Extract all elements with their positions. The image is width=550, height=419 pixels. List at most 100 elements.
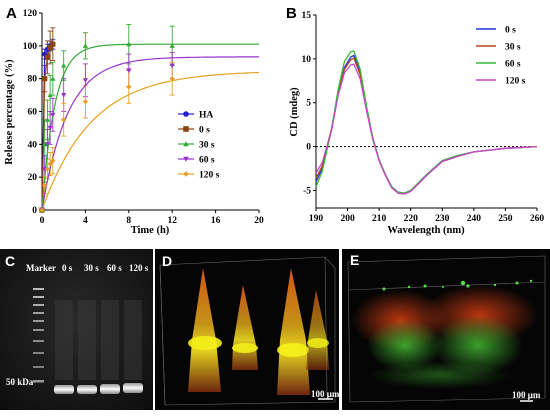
- series-line: [315, 57, 538, 195]
- x-tick-label: 4: [83, 216, 88, 226]
- data-point: [82, 78, 88, 83]
- sample-lanes: [54, 300, 143, 394]
- scale-bar-label: 100 μm: [512, 390, 541, 400]
- gel-image: C Marker 0 s 30 s 60 s 120 s 5: [0, 249, 153, 410]
- data-point: [47, 92, 53, 98]
- lane-label: 120 s: [129, 263, 149, 273]
- x-tick-label: 190: [309, 214, 324, 224]
- data-point: [183, 171, 189, 177]
- microneedle: [306, 290, 329, 370]
- kda-label: 50 kDa: [6, 377, 34, 387]
- legend-label: HA: [199, 111, 213, 121]
- x-tick-label: 210: [372, 214, 387, 224]
- panel-d-label: D: [162, 253, 172, 269]
- microneedle-3d-image: D 100 μm: [155, 249, 340, 410]
- data-point: [50, 158, 56, 164]
- marker-label: Marker: [26, 263, 56, 273]
- data-point: [44, 166, 51, 172]
- scale-bar-label: 100 μm: [311, 389, 340, 399]
- x-tick-label: 250: [498, 214, 513, 224]
- data-point: [169, 43, 175, 48]
- data-point: [169, 76, 175, 82]
- series-line: [315, 63, 538, 195]
- y-axis-title: Release percentage (%): [4, 59, 15, 165]
- data-point: [50, 41, 56, 47]
- lane-label: 0 s: [62, 263, 73, 273]
- x-tick-label: 8: [126, 216, 131, 226]
- data-point: [61, 62, 67, 68]
- data-point: [82, 99, 88, 105]
- y-tick-label: 20: [28, 173, 38, 183]
- data-point: [82, 43, 88, 48]
- data-point: [50, 112, 56, 118]
- protein-band: [123, 383, 143, 393]
- y-tick-label: 5: [306, 99, 311, 109]
- bounding-box: [159, 256, 336, 406]
- data-point: [42, 182, 48, 188]
- data-point: [183, 156, 189, 162]
- microneedle: [232, 285, 258, 370]
- x-axis-title: Wavelength (nm): [387, 225, 465, 236]
- y-tick-label: 40: [28, 140, 38, 150]
- data-point: [183, 111, 189, 117]
- legend-label: 60 s: [505, 60, 521, 70]
- panel-e-label: E: [350, 252, 359, 268]
- lane-label: 60 s: [107, 263, 122, 273]
- data-point: [44, 54, 51, 60]
- panel-b-label: B: [286, 5, 297, 22]
- surface-dots: [382, 279, 533, 291]
- x-tick-label: 0: [40, 216, 45, 226]
- y-axis-title: CD (mdeg): [289, 87, 300, 137]
- release-chart: 0 4 8 12 16 20 0 20 40 60 80 100 120 HA 0 s 30 s 60 s 1…: [4, 9, 264, 236]
- data-point: [39, 207, 45, 213]
- skin-3d-image: E 100 μm: [342, 249, 550, 410]
- legend-label: 0 s: [505, 26, 516, 36]
- y-tick-label: 120: [23, 9, 38, 19]
- legend-label: 60 s: [199, 156, 215, 166]
- data-point: [47, 125, 53, 131]
- lane-label: 30 s: [84, 263, 99, 273]
- data-point: [50, 76, 56, 81]
- bounding-box: [347, 255, 546, 403]
- cd-spectrum-chart: 190 200 210 220 230 240 250 260 -5 0 5 10 15 0 s 30 …: [289, 11, 544, 236]
- x-tick-label: 230: [435, 214, 450, 224]
- legend-label: 120 s: [505, 77, 526, 87]
- data-point: [126, 68, 132, 74]
- y-tick-label: 80: [28, 75, 38, 85]
- x-axis-title: Time (h): [131, 225, 170, 236]
- microneedle: [188, 268, 222, 392]
- tissue-signal: [352, 285, 538, 389]
- data-point: [126, 41, 132, 47]
- y-tick-label: 60: [28, 108, 38, 118]
- protein-band: [54, 385, 74, 394]
- x-tick-label: 20: [254, 216, 264, 226]
- x-tick-label: 240: [467, 214, 482, 224]
- microneedle: [277, 268, 310, 395]
- data-point: [61, 93, 67, 98]
- data-point: [44, 117, 51, 122]
- data-point: [47, 161, 53, 167]
- series-line: [315, 54, 538, 194]
- y-tick-label: -5: [303, 186, 311, 196]
- panel-a-label: A: [6, 5, 17, 22]
- legend-label: 0 s: [199, 126, 210, 136]
- legend-label: 30 s: [505, 43, 521, 53]
- x-tick-label: 200: [340, 214, 355, 224]
- series-line: [41, 71, 260, 211]
- protein-band: [77, 385, 97, 394]
- data-point: [169, 63, 175, 69]
- data-point: [61, 117, 67, 123]
- y-tick-label: 100: [23, 42, 38, 52]
- data-point: [42, 76, 48, 82]
- y-tick-label: 0: [306, 143, 311, 153]
- data-point: [42, 141, 48, 147]
- x-tick-label: 220: [404, 214, 419, 224]
- y-tick-label: 0: [32, 206, 37, 216]
- data-point: [183, 141, 189, 147]
- protein-band: [100, 384, 120, 394]
- data-point: [183, 126, 189, 132]
- x-tick-label: 16: [211, 216, 221, 226]
- x-tick-label: 260: [530, 214, 545, 224]
- series-line: [315, 50, 538, 194]
